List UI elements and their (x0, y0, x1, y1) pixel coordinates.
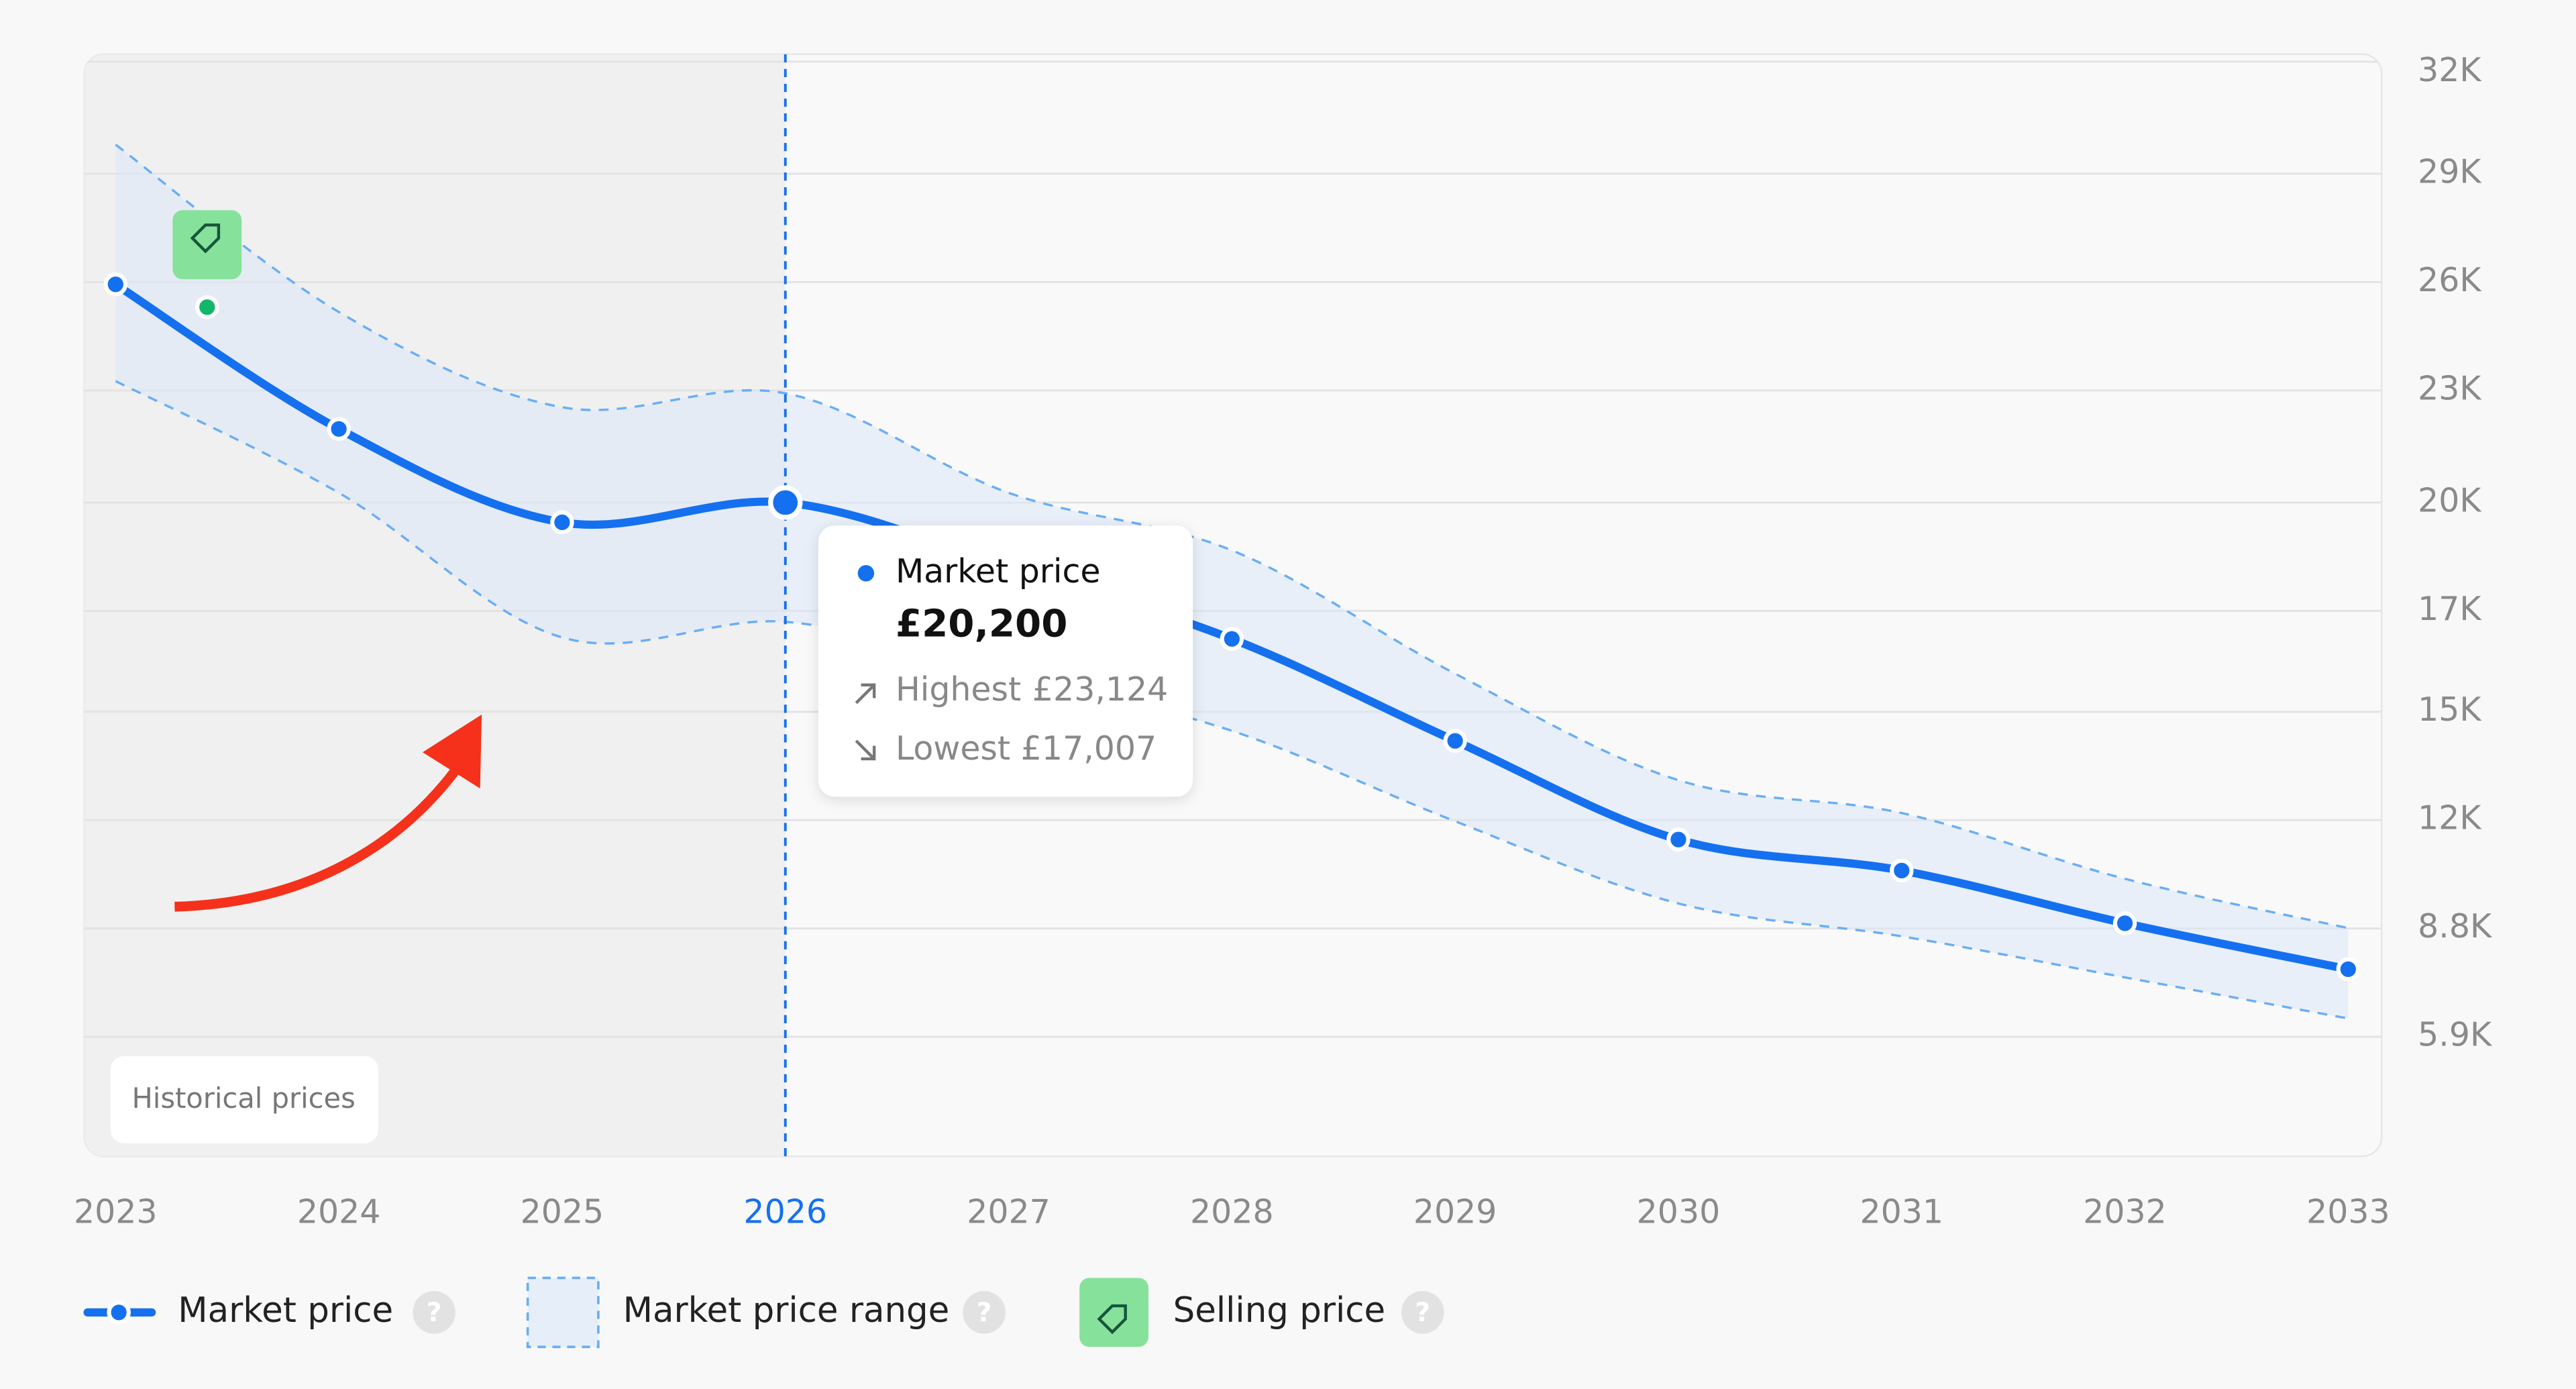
legend-label: Selling price (1173, 1290, 1385, 1331)
legend-tag (1079, 1278, 1148, 1347)
x-tick-label: 2030 (1637, 1192, 1721, 1231)
market-point (1220, 627, 1244, 651)
tooltip (818, 525, 1193, 797)
x-tick-label: 2031 (1860, 1192, 1943, 1231)
help-circle (1401, 1291, 1444, 1334)
y-tick-label: 8.8K (2418, 907, 2493, 945)
y-tick-label: 23K (2418, 369, 2482, 407)
legend-label: Market price range (623, 1290, 950, 1331)
y-tick-label: 12K (2418, 799, 2482, 837)
historical-badge (110, 1056, 378, 1143)
tooltip-highest: £23,124 (1032, 670, 1168, 709)
range-area (115, 144, 2349, 1019)
tooltip-highest-label: Highest (896, 670, 1021, 709)
market-point (1666, 827, 1690, 852)
tag-icon (190, 223, 221, 254)
help-circle (413, 1291, 455, 1334)
help-icon: ? (977, 1298, 992, 1328)
overlay: 32K 29K 26K 23K 20K 17K 15K 12K 8.8K 5.9K 2023 2024… (74, 51, 2493, 1349)
help-icon: ? (1415, 1298, 1430, 1328)
y-tick-label: 5.9K (2418, 1016, 2493, 1054)
annotation-arrowhead (422, 714, 482, 788)
tooltip-dot (857, 565, 875, 582)
tooltip-series: Market price (896, 552, 1101, 590)
y-tick-label: 17K (2418, 590, 2482, 628)
x-tick-label: 2033 (2306, 1192, 2390, 1231)
x-tick-label: 2026 (743, 1192, 827, 1231)
x-tick-label: 2029 (1413, 1192, 1497, 1231)
market-point (1890, 858, 1914, 883)
range-lower (115, 380, 2349, 1020)
x-tick-label: 2028 (1190, 1192, 1274, 1231)
arrow-down-icon (855, 739, 876, 761)
tooltip-value: £20,200 (896, 602, 1067, 646)
help-circle (963, 1291, 1006, 1334)
market-point (550, 510, 574, 535)
y-tick-label: 32K (2418, 51, 2482, 89)
legend-dot (107, 1300, 131, 1325)
arrow-up-icon (855, 683, 876, 705)
y-tick-label: 26K (2418, 261, 2482, 299)
x-tick-label: 2032 (2083, 1192, 2167, 1231)
selling-tag (172, 210, 242, 280)
tooltip-lowest: £17,007 (1021, 729, 1157, 768)
market-point (1443, 729, 1467, 753)
y-tick-label: 29K (2418, 152, 2482, 191)
tooltip-lowest-label: Lowest (896, 729, 1010, 768)
x-tick-label: 2025 (521, 1192, 604, 1231)
x-tick-label: 2023 (74, 1192, 158, 1231)
legend-label: Market price (178, 1290, 393, 1331)
x-tick-label: 2024 (297, 1192, 381, 1231)
market-point (327, 417, 351, 441)
market-point (2112, 911, 2137, 935)
help-icon: ? (427, 1298, 442, 1328)
y-tick-label: 15K (2418, 690, 2482, 729)
historical-label: Historical prices (131, 1082, 355, 1115)
y-tick-label: 20K (2418, 481, 2482, 519)
tag-icon (1097, 1304, 1127, 1335)
market-point (103, 272, 128, 297)
legend-range (526, 1276, 600, 1349)
x-tick-label: 2027 (967, 1192, 1051, 1231)
selling-point (195, 295, 219, 319)
range-upper (115, 144, 2349, 929)
annotation-arrow (174, 760, 465, 912)
market-point (2336, 957, 2361, 982)
market-point (768, 485, 803, 520)
